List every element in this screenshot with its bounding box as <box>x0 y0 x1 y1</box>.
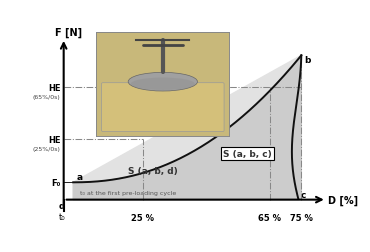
Text: 75 %: 75 % <box>290 213 313 222</box>
Text: c: c <box>301 190 306 199</box>
Text: a: a <box>76 172 83 181</box>
Text: t₀ at the first pre-loading cycle: t₀ at the first pre-loading cycle <box>80 190 176 195</box>
Polygon shape <box>73 56 301 200</box>
Text: HE: HE <box>48 83 61 92</box>
Text: HE: HE <box>48 135 61 144</box>
Ellipse shape <box>131 78 195 91</box>
Text: (25%/0s): (25%/0s) <box>33 146 61 151</box>
Text: D [%]: D [%] <box>328 195 359 205</box>
Text: 65 %: 65 % <box>258 213 281 222</box>
Text: S (a, b, c): S (a, b, c) <box>223 149 272 158</box>
Text: t₀: t₀ <box>59 212 65 221</box>
Text: b: b <box>304 56 310 65</box>
Text: F₀: F₀ <box>51 178 61 187</box>
Text: S (a, b, d): S (a, b, d) <box>128 167 177 176</box>
Text: 25 %: 25 % <box>131 213 154 222</box>
Text: (65%/0s): (65%/0s) <box>33 94 61 100</box>
FancyBboxPatch shape <box>101 83 224 132</box>
Text: d: d <box>59 201 65 210</box>
Text: F [N]: F [N] <box>55 27 82 38</box>
Polygon shape <box>73 56 301 198</box>
Ellipse shape <box>128 73 198 92</box>
